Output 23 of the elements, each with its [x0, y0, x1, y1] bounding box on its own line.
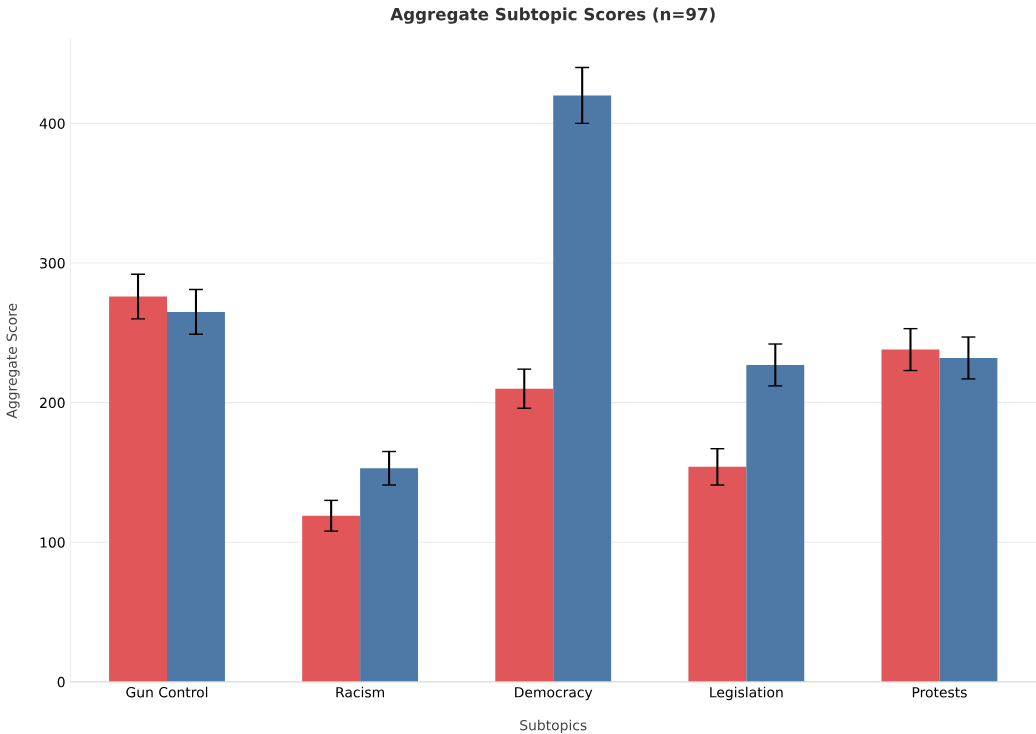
bar — [360, 468, 419, 682]
x-tick-label: Protests — [912, 687, 967, 698]
chart-title: Aggregate Subtopic Scores (n=97) — [390, 7, 715, 24]
x-axis-title: Subtopics — [520, 719, 587, 734]
bar — [746, 364, 805, 682]
bar — [881, 349, 940, 682]
x-tick-label: Racism — [336, 686, 384, 698]
y-tick-label: 300 — [40, 258, 65, 269]
bar — [109, 296, 167, 682]
y-tick-label: 400 — [39, 118, 65, 129]
y-tick-label: 200 — [40, 397, 65, 409]
bar — [167, 311, 225, 682]
bar — [939, 357, 998, 682]
y-tick-label: 0 — [57, 676, 65, 688]
y-axis-title: Aggregate Score — [6, 303, 20, 419]
bar — [495, 388, 554, 682]
bar — [553, 95, 612, 682]
bar — [302, 515, 361, 682]
x-tick-label: Democracy — [515, 687, 593, 701]
bar — [688, 466, 747, 682]
x-tick-label: Gun Control — [126, 686, 208, 698]
x-tick-label: Legislation — [710, 686, 783, 701]
y-tick-label: 100 — [40, 537, 65, 548]
